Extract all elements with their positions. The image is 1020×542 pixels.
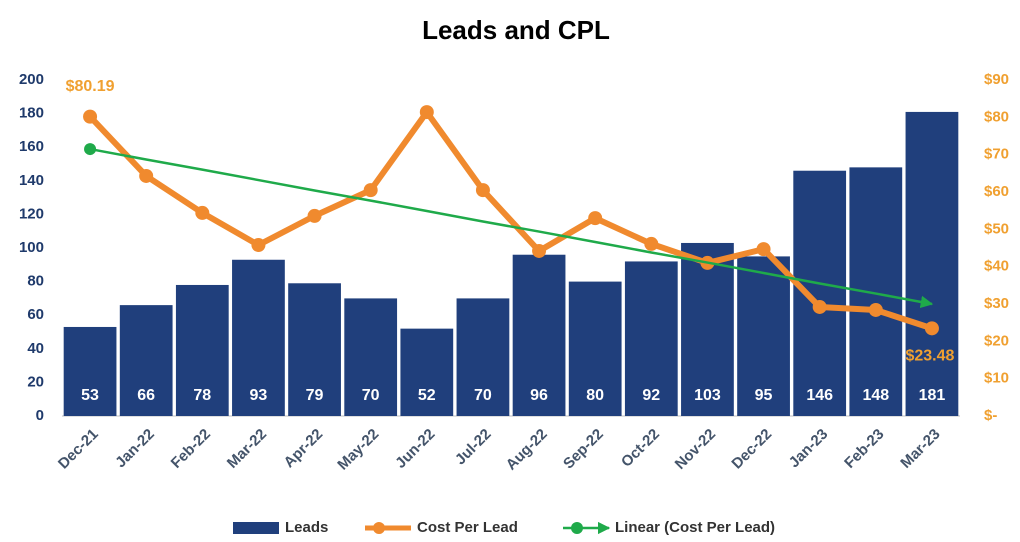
x-tick-label: Mar-23 bbox=[897, 426, 943, 472]
y-tick-label: 80 bbox=[27, 273, 44, 290]
bar-value-label: 148 bbox=[862, 387, 889, 404]
x-tick-label: Mar-22 bbox=[224, 426, 270, 472]
x-tick-label: Dec-21 bbox=[55, 426, 102, 473]
bar-value-label: 96 bbox=[530, 387, 548, 404]
x-tick-label: Jan-23 bbox=[786, 426, 832, 472]
legend-label: Cost Per Lead bbox=[417, 519, 518, 536]
x-tick-label: Feb-23 bbox=[841, 426, 887, 472]
y2-tick-label: $70 bbox=[984, 146, 1009, 163]
cpl-point bbox=[419, 105, 434, 120]
y-tick-label: 120 bbox=[19, 205, 44, 222]
cpl-value-label: $23.48 bbox=[905, 348, 954, 365]
cpl-point bbox=[195, 205, 210, 220]
bar bbox=[849, 167, 903, 416]
x-tick-label: Jul-22 bbox=[452, 426, 495, 469]
cpl-point bbox=[307, 208, 322, 223]
cpl-value-label: $80.19 bbox=[66, 78, 115, 95]
y2-tick-label: $30 bbox=[984, 295, 1009, 312]
bar bbox=[568, 281, 622, 416]
bar bbox=[288, 283, 341, 416]
bar-value-label: 92 bbox=[642, 387, 660, 404]
y-tick-label: 100 bbox=[19, 239, 44, 256]
x-tick-label: Sep-22 bbox=[560, 426, 607, 473]
trend-line bbox=[89, 147, 934, 309]
x-tick-label: Oct-22 bbox=[618, 426, 663, 471]
bar-value-label: 52 bbox=[418, 387, 436, 404]
cpl-point bbox=[139, 168, 154, 183]
cpl-point bbox=[924, 321, 939, 336]
x-tick-label: Jan-22 bbox=[112, 426, 158, 472]
bar bbox=[232, 259, 285, 416]
bar bbox=[793, 170, 847, 416]
cpl-point bbox=[756, 242, 771, 257]
legend-label: Leads bbox=[285, 519, 328, 536]
y-tick-label: 40 bbox=[27, 340, 44, 357]
chart-title: Leads and CPL bbox=[422, 15, 610, 45]
y2-tick-label: $80 bbox=[984, 108, 1009, 125]
bar bbox=[456, 298, 510, 416]
bar-value-label: 70 bbox=[362, 387, 380, 404]
x-tick-label: Feb-22 bbox=[168, 426, 214, 472]
bar-value-label: 79 bbox=[306, 387, 324, 404]
cpl-point bbox=[251, 238, 266, 253]
x-tick-label: Nov-22 bbox=[672, 426, 719, 473]
cpl-point bbox=[868, 302, 883, 317]
cpl-point bbox=[532, 243, 547, 258]
bar-value-label: 103 bbox=[694, 387, 721, 404]
bar-value-label: 70 bbox=[474, 387, 492, 404]
x-tick-label: Apr-22 bbox=[281, 426, 327, 472]
legend-label: Linear (Cost Per Lead) bbox=[615, 519, 775, 536]
y-tick-label: 160 bbox=[19, 138, 44, 155]
y-tick-label: 200 bbox=[19, 71, 44, 88]
x-tick-label: Dec-22 bbox=[728, 426, 775, 473]
y-tick-label: 180 bbox=[19, 105, 44, 122]
bar bbox=[400, 328, 454, 416]
bar bbox=[175, 284, 229, 416]
y2-tick-label: $60 bbox=[984, 183, 1009, 200]
cpl-point bbox=[812, 299, 827, 314]
bar-value-label: 146 bbox=[806, 387, 833, 404]
bar-value-label: 53 bbox=[81, 387, 99, 404]
bar bbox=[681, 242, 734, 416]
bar bbox=[63, 326, 117, 416]
legend-marker bbox=[373, 522, 385, 534]
cpl-point bbox=[83, 109, 98, 124]
bar-value-label: 181 bbox=[919, 387, 946, 404]
bar-value-label: 95 bbox=[755, 387, 773, 404]
legend-swatch bbox=[233, 522, 279, 534]
x-tick-label: Jun-22 bbox=[392, 426, 438, 472]
y-tick-label: 60 bbox=[27, 306, 44, 323]
bar bbox=[737, 256, 790, 416]
bar-value-label: 66 bbox=[137, 387, 155, 404]
x-tick-label: Aug-22 bbox=[503, 426, 551, 474]
y2-tick-label: $90 bbox=[984, 71, 1009, 88]
y-tick-label: 0 bbox=[36, 407, 44, 424]
cpl-point bbox=[644, 236, 659, 251]
x-tick-label: May-22 bbox=[334, 426, 382, 474]
y2-tick-label: $10 bbox=[984, 370, 1009, 387]
bar bbox=[512, 254, 566, 416]
bar bbox=[905, 111, 959, 417]
bar bbox=[624, 261, 678, 416]
y2-tick-label: $20 bbox=[984, 332, 1009, 349]
cpl-point bbox=[475, 183, 490, 198]
bar bbox=[344, 298, 398, 416]
bar bbox=[119, 305, 173, 416]
y-tick-label: 20 bbox=[27, 373, 44, 390]
y-tick-label: 140 bbox=[19, 172, 44, 189]
cpl-point bbox=[363, 183, 378, 198]
bar-value-label: 78 bbox=[193, 387, 211, 404]
bar-value-label: 80 bbox=[586, 387, 604, 404]
y2-tick-label: $40 bbox=[984, 258, 1009, 275]
bar-value-label: 93 bbox=[250, 387, 268, 404]
cpl-point bbox=[588, 211, 603, 226]
y2-tick-label: $- bbox=[984, 407, 997, 424]
legend-marker bbox=[571, 522, 583, 534]
trend-start bbox=[84, 143, 97, 156]
y2-tick-label: $50 bbox=[984, 220, 1009, 237]
